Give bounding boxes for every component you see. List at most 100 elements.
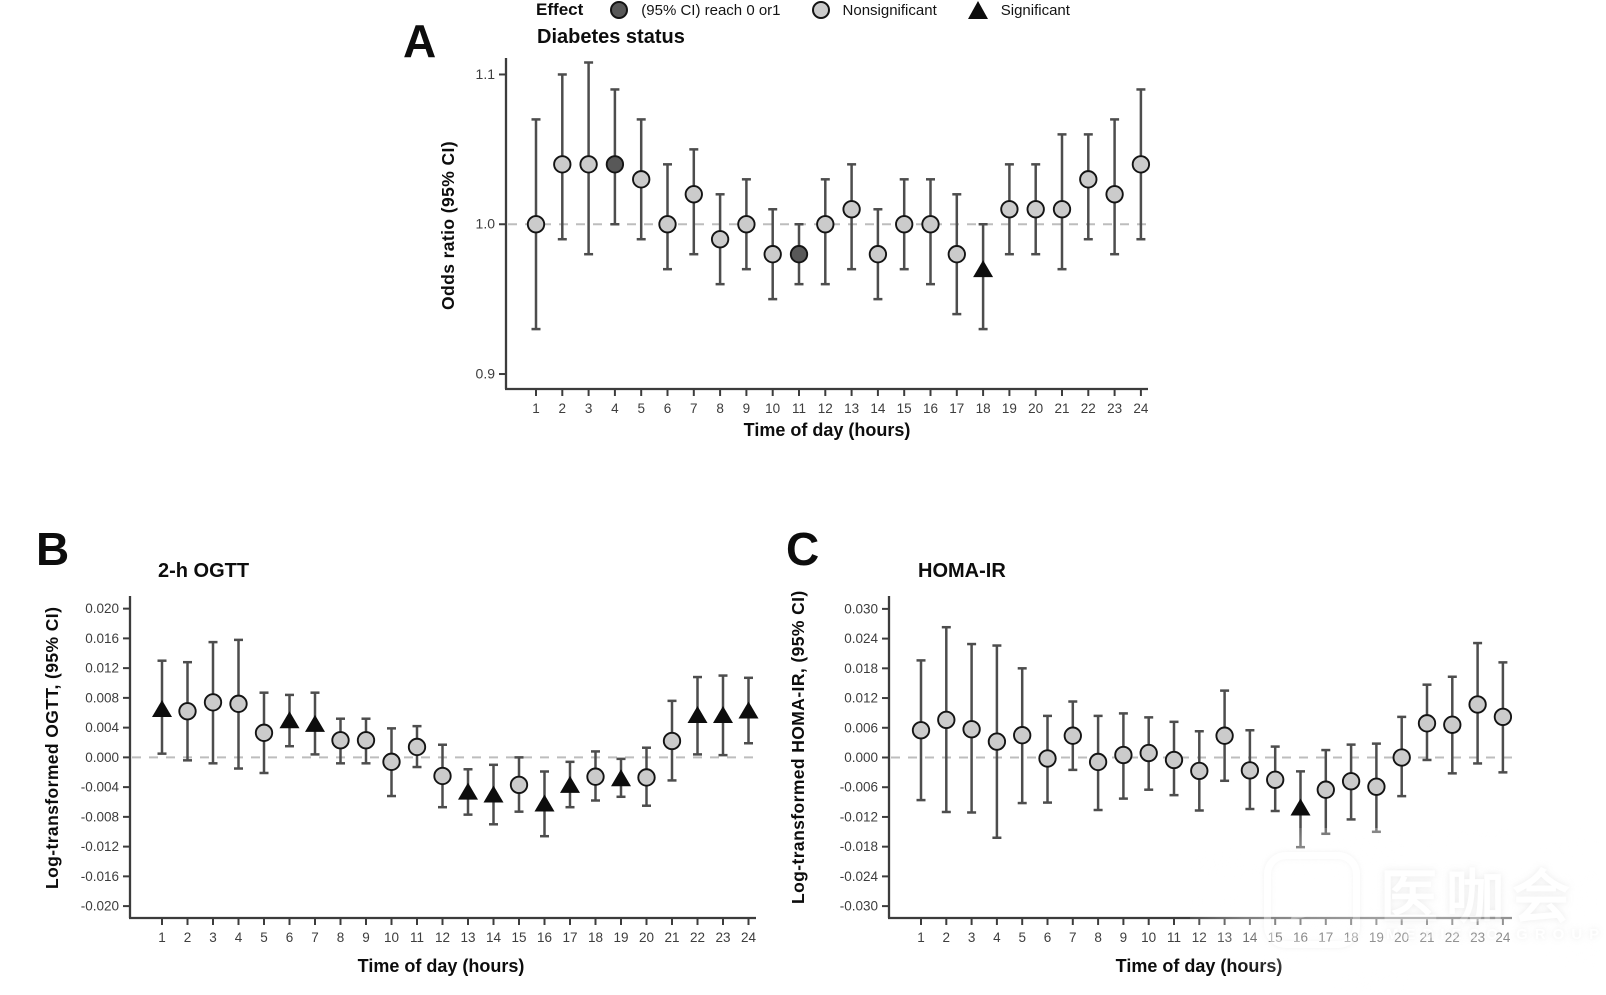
data-point-hour-2-nonsig xyxy=(553,155,572,174)
x-tick-label: 12 xyxy=(435,930,450,945)
x-tick-label: 2 xyxy=(943,930,951,945)
x-tick-label: 24 xyxy=(741,930,757,945)
x-tick-label: 19 xyxy=(1002,401,1017,416)
panel-c-title: HOMA-IR xyxy=(918,560,1006,582)
x-tick-label: 10 xyxy=(1141,930,1156,945)
y-tick-label: -0.012 xyxy=(81,839,119,854)
x-tick-label: 1 xyxy=(158,930,166,945)
data-point-hour-13-sig xyxy=(458,782,478,800)
data-point-hour-11-nonsig xyxy=(1164,750,1184,770)
data-point-hour-2-nonsig xyxy=(937,710,956,729)
x-tick-label: 9 xyxy=(362,930,370,945)
data-point-hour-5-nonsig xyxy=(254,723,274,742)
data-point-hour-24-nonsig xyxy=(1493,707,1513,727)
data-point-hour-23-nonsig xyxy=(1105,185,1124,204)
x-tick-label: 18 xyxy=(976,401,991,416)
x-tick-label: 19 xyxy=(613,930,628,945)
data-point-hour-16-sig xyxy=(1290,798,1311,816)
data-point-hour-1-sig xyxy=(152,700,172,718)
data-point-hour-9-nonsig xyxy=(356,731,376,750)
data-point-hour-7-nonsig xyxy=(1063,726,1082,745)
x-tick-label: 16 xyxy=(923,401,938,416)
x-tick-label: 7 xyxy=(311,930,319,945)
x-tick-label: 21 xyxy=(1419,930,1434,945)
x-tick-label: 17 xyxy=(562,930,577,945)
x-tick-label: 10 xyxy=(384,930,399,945)
y-tick-label: -0.018 xyxy=(840,839,878,854)
panel-b-title: 2-h OGTT xyxy=(158,560,250,582)
legend-item-label: Significant xyxy=(1000,1,1070,19)
data-point-hour-14-nonsig xyxy=(1240,761,1260,780)
data-point-hour-2-nonsig xyxy=(178,702,197,721)
x-tick-label: 13 xyxy=(1217,930,1232,945)
data-point-hour-24-sig xyxy=(738,701,759,719)
x-tick-label: 13 xyxy=(844,401,859,416)
data-point-hour-6-sig xyxy=(279,711,300,729)
panel-a-letter: A xyxy=(403,15,437,67)
data-point-hour-20-nonsig xyxy=(637,768,656,787)
data-point-hour-21-nonsig xyxy=(1417,714,1437,733)
x-tick-label: 20 xyxy=(1028,401,1043,416)
data-point-hour-20-nonsig xyxy=(1392,748,1411,767)
data-point-hour-13-nonsig xyxy=(842,200,861,219)
panel-c-x-axis-title: Time of day (hours) xyxy=(1115,956,1283,976)
data-point-hour-22-sig xyxy=(687,705,708,723)
y-tick-label: 1.1 xyxy=(476,66,496,82)
x-tick-label: 23 xyxy=(1470,930,1485,945)
data-point-hour-8-nonsig xyxy=(1088,752,1108,772)
x-tick-label: 1 xyxy=(917,930,925,945)
data-point-hour-12-nonsig xyxy=(433,766,452,786)
x-tick-label: 3 xyxy=(209,930,217,945)
x-tick-label: 23 xyxy=(715,930,730,945)
data-point-hour-10-nonsig xyxy=(763,245,782,264)
x-tick-label: 5 xyxy=(1018,930,1026,945)
y-tick-label: 0.006 xyxy=(844,720,878,735)
data-point-hour-10-nonsig xyxy=(382,752,401,771)
data-point-hour-19-nonsig xyxy=(1367,777,1386,796)
light-circle-icon xyxy=(811,1,830,19)
data-point-hour-17-sig xyxy=(560,775,580,793)
data-point-hour-15-nonsig xyxy=(1266,770,1285,789)
x-tick-label: 16 xyxy=(537,930,552,945)
x-tick-label: 5 xyxy=(637,401,645,416)
x-tick-label: 14 xyxy=(1242,930,1258,945)
data-point-hour-12-nonsig xyxy=(1190,761,1209,781)
data-point-hour-7-sig xyxy=(305,714,325,732)
legend-item-label: (95% CI) reach 0 or1 xyxy=(641,1,781,19)
data-point-hour-3-nonsig xyxy=(203,693,223,712)
data-point-hour-24-nonsig xyxy=(1131,155,1151,174)
panel-b-letter: B xyxy=(36,523,70,575)
y-tick-label: -0.004 xyxy=(81,780,120,795)
data-point-hour-16-sig xyxy=(534,794,555,812)
x-tick-label: 17 xyxy=(1318,930,1333,945)
data-point-hour-21-nonsig xyxy=(1052,200,1072,219)
x-tick-label: 6 xyxy=(286,930,294,945)
x-tick-label: 12 xyxy=(1192,930,1207,945)
y-tick-label: -0.006 xyxy=(840,780,878,795)
x-tick-label: 14 xyxy=(486,930,502,945)
x-tick-label: 13 xyxy=(460,930,475,945)
x-tick-label: 15 xyxy=(897,401,912,416)
panel-b-x-axis-title: Time of day (hours) xyxy=(357,956,525,976)
x-tick-label: 3 xyxy=(585,401,593,416)
data-point-hour-12-nonsig xyxy=(816,215,835,234)
data-point-hour-20-nonsig xyxy=(1026,200,1045,219)
legend-item-reach: (95% CI) reach 0 or1 xyxy=(609,0,781,20)
x-tick-label: 8 xyxy=(716,401,724,416)
x-tick-label: 3 xyxy=(968,930,976,945)
data-point-hour-8-nonsig xyxy=(331,731,350,750)
data-point-hour-23-nonsig xyxy=(1468,695,1487,714)
x-tick-label: 8 xyxy=(337,930,345,945)
x-tick-label: 4 xyxy=(993,930,1001,945)
legend-title: Effect xyxy=(536,0,584,19)
y-tick-label: -0.020 xyxy=(81,899,119,914)
y-tick-label: 0.030 xyxy=(844,601,878,616)
y-tick-label: 1.0 xyxy=(476,216,496,232)
black-triangle-icon xyxy=(967,1,988,19)
x-tick-label: 9 xyxy=(1120,930,1128,945)
panel-b-plot: 0.020 0.016 0.012 0.008 0.004 0.000 -0.004 -0.0… xyxy=(81,596,759,945)
data-point-hour-5-nonsig xyxy=(1013,726,1032,745)
y-tick-label: -0.012 xyxy=(840,809,878,824)
y-tick-label: -0.016 xyxy=(81,869,119,884)
x-tick-label: 21 xyxy=(1054,401,1069,416)
